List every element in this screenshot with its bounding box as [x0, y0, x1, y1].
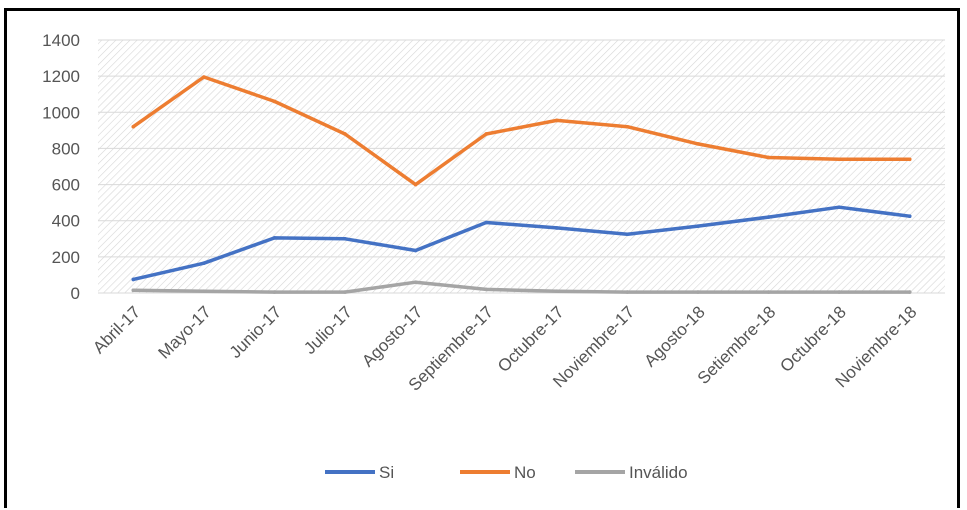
data-point-si: [766, 215, 771, 219]
x-tick-label: Mayo-17: [154, 302, 214, 362]
data-point-si: [131, 277, 136, 282]
data-point-si: [202, 261, 206, 265]
legend-label-inv-lido: Inválido: [629, 463, 688, 482]
series-line-inv-lido: [131, 280, 912, 294]
y-tick-label: 1400: [42, 31, 80, 50]
data-point-inv-lido: [413, 280, 418, 284]
data-point-inv-lido: [837, 290, 841, 294]
x-tick-label: Octubre-17: [494, 302, 568, 376]
data-point-si: [413, 248, 418, 253]
data-point-no: [131, 124, 136, 129]
data-point-inv-lido: [131, 288, 136, 293]
data-point-si: [484, 220, 489, 225]
x-tick-label: Julio-17: [300, 302, 356, 358]
x-tick-label: Junio-17: [226, 302, 286, 362]
legend-label-si: Si: [379, 463, 394, 482]
data-point-si: [272, 236, 277, 240]
data-point-si: [907, 214, 912, 218]
legend: Si No Inválido: [325, 463, 688, 482]
data-point-inv-lido: [343, 290, 347, 294]
data-point-no: [766, 155, 771, 160]
data-point-inv-lido: [554, 289, 559, 293]
data-point-no: [837, 157, 841, 162]
y-tick-label: 800: [52, 139, 80, 158]
y-tick-label: 600: [52, 176, 80, 195]
data-point-inv-lido: [766, 290, 771, 294]
data-point-no: [907, 157, 912, 162]
x-tick-label: Agosto-18: [641, 302, 709, 370]
data-point-no: [696, 142, 700, 146]
data-point-si: [696, 224, 700, 228]
data-point-no: [484, 132, 489, 136]
data-point-no: [272, 99, 277, 104]
x-axis-ticks: Abril-17 Mayo-17 Junio-17 Julio-17 Agosto-17…: [89, 302, 920, 394]
data-point-no: [554, 118, 559, 123]
data-point-si: [343, 236, 347, 241]
data-point-no: [625, 124, 630, 129]
x-tick-label: Abril-17: [89, 302, 144, 357]
data-point-si: [554, 226, 559, 230]
series-line-no: [131, 75, 912, 187]
y-tick-label: 1200: [42, 67, 80, 86]
y-tick-label: 400: [52, 212, 80, 231]
data-point-no: [413, 182, 418, 187]
y-tick-label: 0: [71, 284, 80, 303]
data-point-inv-lido: [696, 290, 700, 294]
y-tick-label: 200: [52, 248, 80, 267]
x-tick-label: Octubre-18: [776, 302, 850, 376]
data-point-no: [202, 75, 206, 79]
data-point-inv-lido: [484, 287, 489, 292]
y-axis-ticks: 0 200 400 600 800 1000 1200 1400: [42, 31, 80, 303]
y-tick-label: 1000: [42, 103, 80, 122]
gridlines: [98, 39, 945, 294]
x-tick-label: Agosto-17: [358, 302, 426, 370]
legend-label-no: No: [514, 463, 536, 482]
data-point-si: [837, 205, 841, 209]
series-line-si: [131, 205, 912, 282]
series-lines: [131, 75, 912, 294]
data-point-inv-lido: [625, 290, 630, 294]
data-point-si: [625, 232, 630, 237]
data-point-inv-lido: [907, 290, 912, 294]
data-point-inv-lido: [272, 290, 277, 294]
data-point-no: [343, 132, 347, 136]
data-point-inv-lido: [202, 289, 206, 293]
